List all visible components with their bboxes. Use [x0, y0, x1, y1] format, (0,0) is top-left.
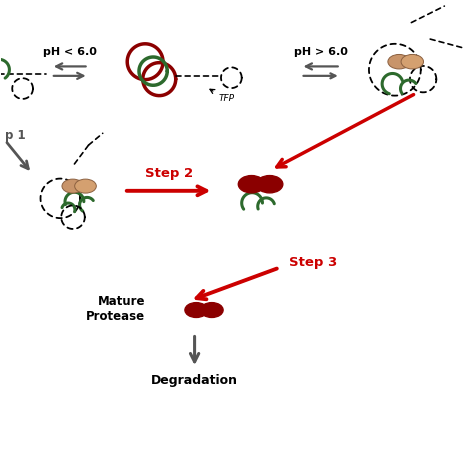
Ellipse shape: [185, 302, 208, 318]
Text: Mature
Protease: Mature Protease: [86, 295, 145, 323]
Ellipse shape: [238, 175, 264, 193]
Text: pH < 6.0: pH < 6.0: [43, 47, 97, 57]
Text: Step 3: Step 3: [289, 256, 337, 269]
Text: TFP: TFP: [210, 89, 234, 103]
Ellipse shape: [256, 175, 283, 193]
Text: p 1: p 1: [5, 129, 26, 142]
Ellipse shape: [401, 55, 423, 69]
Text: Step 2: Step 2: [145, 167, 193, 181]
Ellipse shape: [75, 179, 96, 193]
Text: Degradation: Degradation: [151, 374, 238, 387]
Ellipse shape: [201, 302, 223, 318]
Ellipse shape: [62, 179, 83, 193]
Text: pH > 6.0: pH > 6.0: [294, 47, 348, 57]
Ellipse shape: [388, 55, 410, 69]
